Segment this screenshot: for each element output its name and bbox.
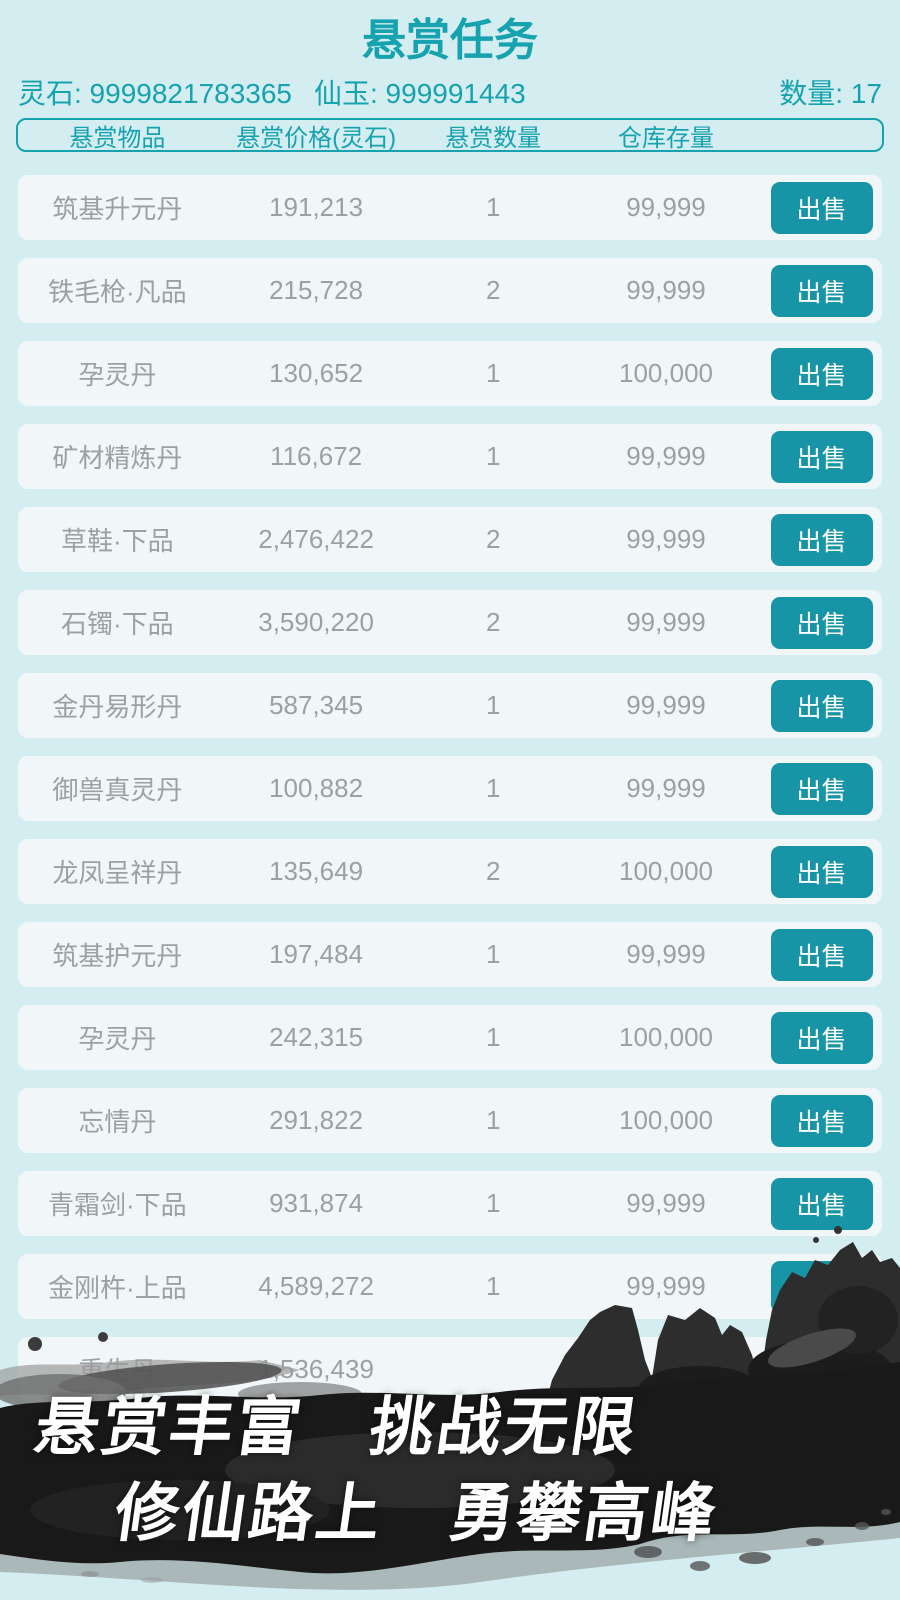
column-header-price: 悬赏价格(灵石) (236, 124, 397, 152)
item-qty: 2 (485, 275, 501, 305)
table-row: 石镯·下品 3,590,220 2 99,999 出售 (18, 590, 882, 655)
item-name: 御兽真灵丹 (52, 775, 183, 805)
item-price: 3,590,220 (258, 607, 374, 637)
item-name: 金丹易形丹 (52, 692, 183, 722)
table-row: 青霜剑·下品 931,874 1 99,999 出售 (18, 1171, 882, 1236)
item-stock: 99,999 (626, 773, 706, 803)
item-price: 130,652 (269, 358, 364, 388)
item-name: 忘情丹 (78, 1107, 157, 1137)
item-name: 金刚杵·上品 (48, 1273, 187, 1303)
item-price: 135,649 (269, 856, 364, 886)
page-title: 悬赏任务 (362, 16, 538, 65)
table-row: 重生丹 1,536,439 出售 (18, 1337, 882, 1402)
item-name: 青霜剑·下品 (48, 1190, 187, 1220)
item-stock: 99,999 (626, 441, 706, 471)
item-name: 龙凤呈祥丹 (52, 858, 183, 888)
sell-button[interactable]: 出售 (770, 1011, 873, 1064)
item-qty: 2 (485, 607, 501, 637)
table-row: 御兽真灵丹 100,882 1 99,999 出售 (18, 756, 882, 821)
table-row: 铁毛枪·凡品 215,728 2 99,999 出售 (18, 258, 882, 323)
xianyu-balance: 仙玉: 999991443 (314, 78, 526, 109)
column-header-stock: 仓库存量 (617, 124, 714, 152)
item-qty: 1 (485, 1271, 501, 1301)
item-stock: 99,999 (626, 1188, 706, 1218)
sell-button[interactable]: 出售 (770, 928, 873, 981)
item-qty: 1 (485, 690, 501, 720)
item-price: 2,476,422 (258, 524, 374, 554)
item-name: 矿材精炼丹 (52, 443, 183, 473)
sell-button[interactable]: 出售 (770, 181, 873, 234)
table-row: 金丹易形丹 587,345 1 99,999 出售 (18, 673, 882, 738)
item-price: 931,874 (269, 1188, 364, 1218)
banner-slogan-line2: 修仙路上 勇攀高峰 (110, 1477, 724, 1549)
item-stock: 99,999 (626, 1271, 706, 1301)
item-qty: 1 (485, 441, 501, 471)
sell-button[interactable]: 出售 (770, 1260, 873, 1313)
item-stock: 100,000 (619, 856, 713, 886)
item-name: 孕灵丹 (78, 1024, 157, 1054)
table-row: 筑基护元丹 197,484 1 99,999 出售 (18, 922, 882, 987)
item-price: 100,882 (269, 773, 364, 803)
item-price: 191,213 (269, 192, 364, 222)
table-row: 孕灵丹 242,315 1 100,000 出售 (18, 1005, 882, 1070)
item-stock: 99,999 (626, 192, 706, 222)
item-stock: 100,000 (619, 358, 713, 388)
item-price: 4,589,272 (258, 1271, 374, 1301)
item-stock: 99,999 (626, 275, 706, 305)
sell-button[interactable]: 出售 (770, 596, 873, 649)
item-price: 1,536,439 (258, 1354, 374, 1384)
item-name: 筑基升元丹 (52, 194, 183, 224)
table-row: 草鞋·下品 2,476,422 2 99,999 出售 (18, 507, 882, 572)
column-header-item: 悬赏物品 (69, 124, 166, 152)
sell-button[interactable]: 出售 (770, 513, 873, 566)
item-name: 孕灵丹 (78, 360, 157, 390)
item-qty: 1 (485, 939, 501, 969)
item-qty: 2 (485, 856, 501, 886)
table-row: 金刚杵·上品 4,589,272 1 99,999 出售 (18, 1254, 882, 1319)
item-stock: 100,000 (619, 1105, 713, 1135)
item-name: 筑基护元丹 (52, 941, 183, 971)
table-row: 矿材精炼丹 116,672 1 99,999 出售 (18, 424, 882, 489)
item-qty: 1 (485, 773, 501, 803)
item-name: 石镯·下品 (61, 609, 174, 639)
item-stock: 99,999 (626, 939, 706, 969)
sell-button[interactable]: 出售 (770, 679, 873, 732)
sell-button[interactable]: 出售 (770, 264, 873, 317)
sell-button[interactable]: 出售 (770, 845, 873, 898)
lingshi-balance: 灵石: 9999821783365 (18, 78, 292, 109)
item-qty: 1 (485, 192, 501, 222)
sell-button[interactable]: 出售 (770, 347, 873, 400)
item-qty: 1 (485, 1022, 501, 1052)
item-price: 197,484 (269, 939, 364, 969)
item-price: 291,822 (269, 1105, 364, 1135)
currency-bar: 灵石: 9999821783365 仙玉: 999991443 数量: 17 (18, 72, 882, 112)
table-row: 忘情丹 291,822 1 100,000 出售 (18, 1088, 882, 1153)
column-header-qty: 悬赏数量 (445, 124, 542, 152)
bounty-count: 数量: 17 (779, 78, 882, 109)
item-price: 116,672 (270, 441, 363, 471)
table-row: 筑基升元丹 191,213 1 99,999 出售 (18, 175, 882, 240)
item-qty: 2 (485, 524, 501, 554)
table-row: 龙凤呈祥丹 135,649 2 100,000 出售 (18, 839, 882, 904)
item-stock: 99,999 (626, 690, 706, 720)
item-name: 草鞋·下品 (61, 526, 174, 556)
table-column-header: 悬赏物品 悬赏价格(灵石) 悬赏数量 仓库存量 (16, 118, 884, 152)
sell-button[interactable]: 出售 (770, 762, 873, 815)
sell-button[interactable]: 出售 (770, 430, 873, 483)
item-name: 铁毛枪·凡品 (48, 277, 187, 307)
item-price: 215,728 (269, 275, 364, 305)
item-stock: 100,000 (619, 1022, 713, 1052)
sell-button[interactable]: 出售 (770, 1177, 873, 1230)
item-price: 587,345 (269, 690, 364, 720)
item-stock: 99,999 (626, 607, 706, 637)
table-row: 孕灵丹 130,652 1 100,000 出售 (18, 341, 882, 406)
item-price: 242,315 (269, 1022, 364, 1052)
sell-button[interactable]: 出售 (770, 1094, 873, 1147)
bounty-rows: 筑基升元丹 191,213 1 99,999 出售 铁毛枪·凡品 215,728… (18, 175, 882, 1402)
item-qty: 1 (485, 358, 501, 388)
item-qty: 1 (485, 1105, 501, 1135)
item-qty: 1 (485, 1188, 501, 1218)
item-name: 重生丹 (78, 1356, 157, 1386)
item-stock: 99,999 (626, 524, 706, 554)
